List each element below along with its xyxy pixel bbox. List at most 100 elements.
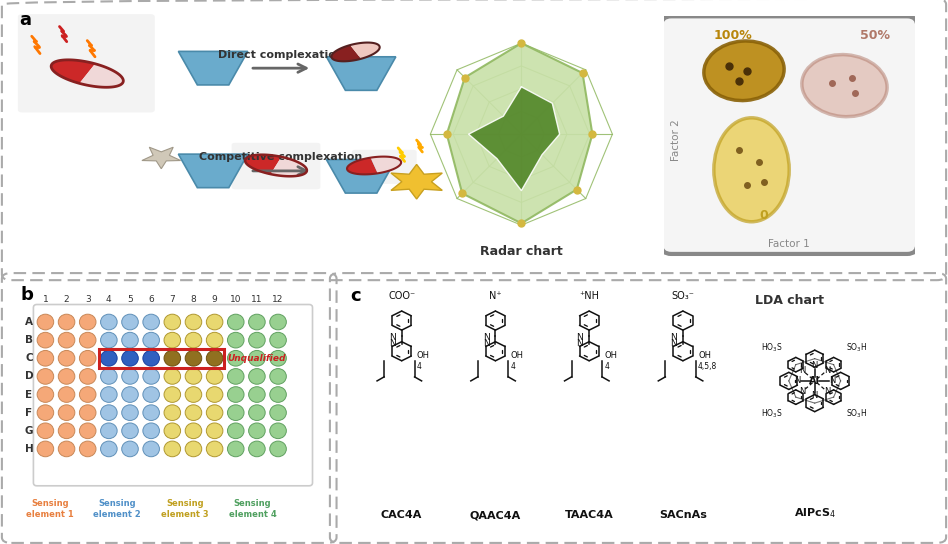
Circle shape	[228, 387, 244, 403]
Text: TAAC4A: TAAC4A	[565, 510, 613, 520]
Text: HO$_3$S: HO$_3$S	[761, 408, 783, 421]
Circle shape	[185, 369, 202, 384]
Circle shape	[121, 369, 138, 384]
Circle shape	[58, 405, 75, 421]
Text: N⁺: N⁺	[489, 292, 501, 301]
Circle shape	[100, 314, 118, 330]
Circle shape	[37, 441, 54, 457]
Text: F: F	[26, 407, 32, 418]
Polygon shape	[178, 51, 247, 85]
Circle shape	[100, 350, 118, 366]
Text: 11: 11	[251, 295, 263, 304]
Circle shape	[100, 405, 118, 421]
Text: a: a	[19, 11, 30, 29]
Text: 4: 4	[605, 362, 610, 371]
Circle shape	[185, 350, 202, 366]
Text: 4: 4	[106, 295, 112, 304]
Circle shape	[80, 314, 96, 330]
Circle shape	[185, 441, 202, 457]
FancyBboxPatch shape	[18, 14, 155, 113]
Circle shape	[248, 332, 265, 348]
Circle shape	[207, 332, 223, 348]
Circle shape	[228, 405, 244, 421]
Circle shape	[228, 332, 244, 348]
Text: 4,5,8: 4,5,8	[698, 362, 718, 371]
Circle shape	[80, 369, 96, 384]
Circle shape	[207, 387, 223, 403]
Text: OH: OH	[511, 351, 523, 360]
Ellipse shape	[802, 54, 887, 116]
Circle shape	[143, 441, 159, 457]
Text: N: N	[389, 333, 395, 342]
Text: Sensing
element 3: Sensing element 3	[161, 499, 209, 518]
Text: N: N	[799, 387, 806, 396]
Text: Factor 2: Factor 2	[671, 119, 682, 161]
Text: N: N	[576, 333, 583, 342]
Circle shape	[143, 314, 159, 330]
Circle shape	[37, 350, 54, 366]
Circle shape	[37, 423, 54, 438]
Circle shape	[100, 332, 118, 348]
Circle shape	[164, 350, 180, 366]
Text: N: N	[811, 361, 818, 370]
Text: Sensing
element 2: Sensing element 2	[94, 499, 141, 518]
Text: G: G	[25, 426, 33, 436]
FancyBboxPatch shape	[352, 150, 416, 184]
Text: AlPcS$_4$: AlPcS$_4$	[793, 506, 835, 520]
Text: N: N	[670, 333, 677, 342]
Circle shape	[58, 423, 75, 438]
Text: Direct complexation: Direct complexation	[218, 50, 344, 59]
Circle shape	[164, 441, 180, 457]
Text: D: D	[25, 372, 33, 381]
Circle shape	[228, 423, 244, 438]
Circle shape	[37, 314, 54, 330]
Text: 50%: 50%	[860, 29, 889, 41]
Text: C: C	[26, 353, 33, 363]
Circle shape	[121, 350, 138, 366]
Circle shape	[248, 441, 265, 457]
Circle shape	[185, 405, 202, 421]
Text: A: A	[25, 317, 33, 327]
Text: 4: 4	[417, 362, 422, 371]
Text: 10: 10	[230, 295, 242, 304]
Circle shape	[164, 423, 180, 438]
Polygon shape	[447, 43, 592, 224]
Polygon shape	[468, 87, 559, 190]
Circle shape	[164, 369, 180, 384]
Text: N: N	[829, 376, 835, 385]
Circle shape	[58, 441, 75, 457]
Circle shape	[164, 387, 180, 403]
Polygon shape	[51, 60, 95, 83]
Circle shape	[100, 441, 118, 457]
Text: B: B	[25, 335, 33, 345]
Circle shape	[207, 369, 223, 384]
Polygon shape	[332, 45, 361, 61]
Circle shape	[164, 314, 180, 330]
Text: OH: OH	[417, 351, 429, 360]
Text: 1: 1	[43, 295, 48, 304]
Circle shape	[185, 314, 202, 330]
Circle shape	[80, 387, 96, 403]
Text: N: N	[824, 387, 830, 396]
Circle shape	[143, 387, 159, 403]
Circle shape	[207, 314, 223, 330]
Text: N: N	[824, 366, 830, 375]
Text: 2: 2	[64, 295, 69, 304]
Polygon shape	[391, 164, 443, 199]
Text: N: N	[794, 376, 800, 385]
Text: CAC4A: CAC4A	[381, 510, 423, 520]
Text: c: c	[351, 287, 361, 305]
Circle shape	[270, 441, 286, 457]
Polygon shape	[270, 157, 307, 176]
Circle shape	[58, 387, 75, 403]
Circle shape	[58, 332, 75, 348]
Circle shape	[143, 369, 159, 384]
Text: SACnAs: SACnAs	[659, 510, 707, 520]
Text: Radar chart: Radar chart	[480, 245, 563, 258]
Circle shape	[207, 423, 223, 438]
Circle shape	[185, 387, 202, 403]
Text: Al: Al	[810, 376, 820, 386]
Circle shape	[228, 314, 244, 330]
Text: OH: OH	[698, 351, 711, 360]
Text: 5: 5	[127, 295, 133, 304]
